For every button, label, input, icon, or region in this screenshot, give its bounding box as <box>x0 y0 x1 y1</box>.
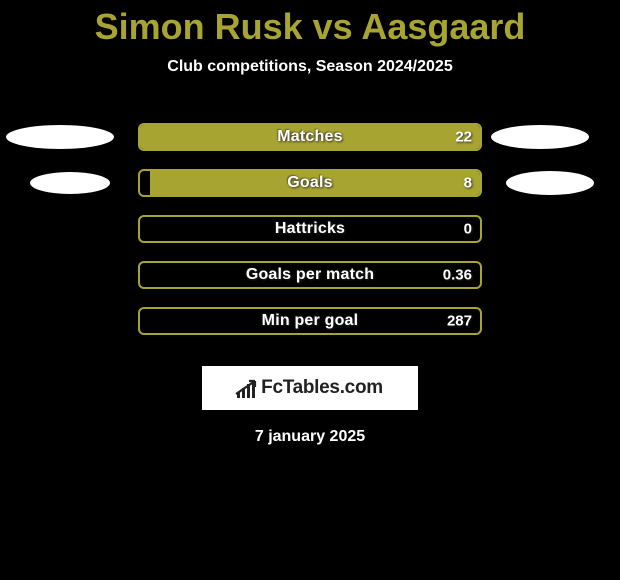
subtitle: Club competitions, Season 2024/2025 <box>0 58 620 76</box>
footer-logo: FcTables.com <box>202 366 418 410</box>
stat-row: Hattricks0 <box>0 206 620 252</box>
stat-row: Goals per match0.36 <box>0 252 620 298</box>
stat-bar-track: Goals8 <box>138 169 482 197</box>
stat-bar-fill-right <box>140 125 480 149</box>
stat-label: Hattricks <box>140 220 480 238</box>
chart-area: Matches22 Goals8 Hattricks0 Goals per match… <box>0 114 620 344</box>
stat-bar-track: Goals per match0.36 <box>138 261 482 289</box>
stat-value-right: 0 <box>464 221 472 238</box>
stat-bar-fill-right <box>150 171 480 195</box>
date-text: 7 january 2025 <box>0 428 620 446</box>
stat-value-right: 287 <box>447 313 472 330</box>
stat-value-right: 0.36 <box>443 267 472 284</box>
stat-bar-track: Min per goal287 <box>138 307 482 335</box>
decorative-ellipse <box>6 125 114 149</box>
stat-label: Min per goal <box>140 312 480 330</box>
stat-row: Min per goal287 <box>0 298 620 344</box>
decorative-ellipse <box>30 172 110 194</box>
footer-logo-text: FcTables.com <box>261 377 383 399</box>
page-title: Simon Rusk vs Aasgaard <box>0 0 620 48</box>
comparison-infographic: Simon Rusk vs Aasgaard Club competitions… <box>0 0 620 580</box>
stat-label: Goals per match <box>140 266 480 284</box>
stat-bar-track: Matches22 <box>138 123 482 151</box>
stat-bar-track: Hattricks0 <box>138 215 482 243</box>
decorative-ellipse <box>506 171 594 195</box>
decorative-ellipse <box>491 125 589 149</box>
logo-bars-icon <box>237 378 255 398</box>
